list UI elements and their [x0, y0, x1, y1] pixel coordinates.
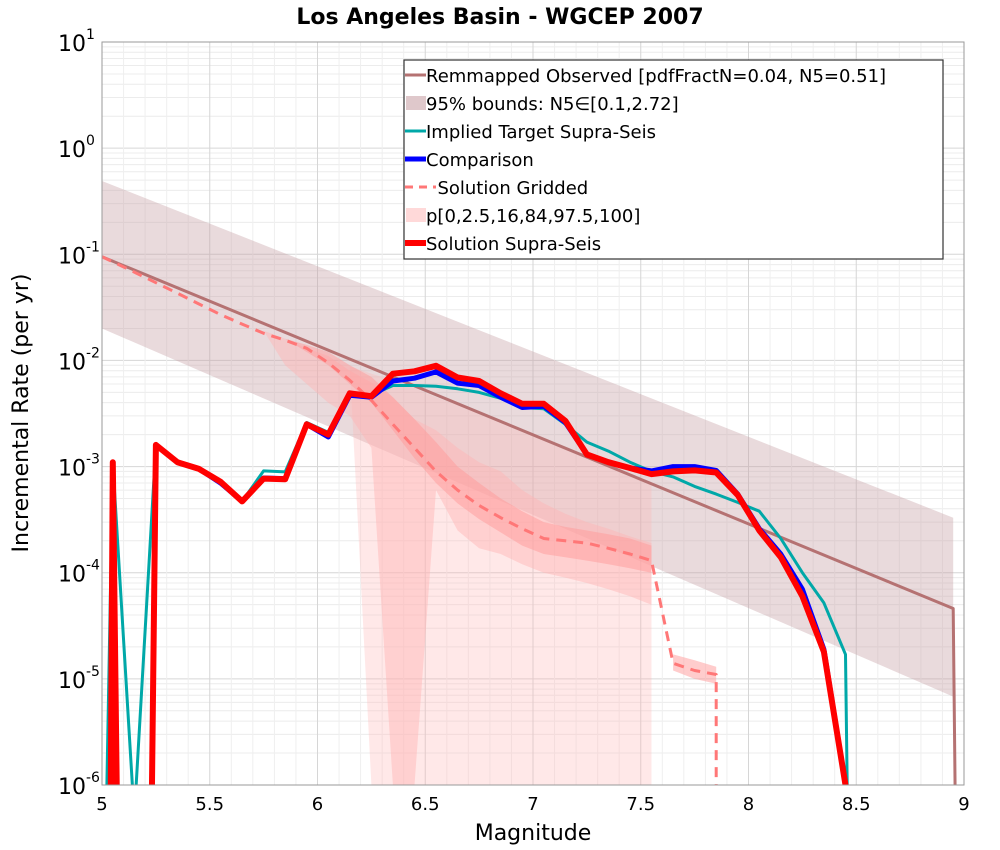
series-line-4 — [107, 362, 849, 785]
y-axis-ticks: 10-6 10-5 10-4 10-3 10-2 10-1 100 101 — [58, 27, 100, 800]
legend-box — [403, 59, 944, 260]
data-series — [102, 255, 957, 785]
x-tick-label: 5.5 — [195, 794, 224, 815]
y-tick-label: 10-3 — [58, 452, 100, 482]
x-tick-label: 7.5 — [626, 794, 655, 815]
x-tick-label: 8 — [743, 794, 754, 815]
y-tick-label: 10-5 — [58, 664, 100, 694]
legend-label: 95% bounds: N5∈[0.1,2.72] — [426, 94, 679, 115]
chart-title: Los Angeles Basin - WGCEP 2007 — [296, 5, 703, 30]
x-tick-label: 5 — [96, 794, 107, 815]
y-tick-label: 10-2 — [58, 345, 100, 375]
y-tick-label: 10-4 — [58, 558, 100, 588]
legend-swatch — [406, 208, 426, 222]
legend-label: Comparison — [426, 150, 534, 171]
band-1 — [102, 254, 652, 785]
legend-label: Solution Gridded — [426, 178, 588, 199]
x-axis-label: Magnitude — [475, 821, 592, 846]
legend-label: p[0,2.5,16,84,97.5,100] — [426, 206, 640, 227]
x-axis-ticks: 5 5.5 6 6.5 7 7.5 8 8.5 9 — [96, 794, 969, 815]
y-axis-label: Incremental Rate (per yr) — [9, 274, 34, 553]
y-tick-label: 100 — [58, 133, 95, 163]
series-line-0 — [102, 255, 957, 785]
plot-border — [101, 41, 965, 786]
y-tick-label: 10-6 — [58, 770, 100, 800]
y-tick-label: 101 — [58, 27, 95, 57]
x-tick-label: 7 — [527, 794, 538, 815]
x-tick-label: 6 — [312, 794, 323, 815]
legend-label: Implied Target Supra-Seis — [426, 122, 656, 143]
y-tick-label: 10-1 — [58, 239, 100, 269]
plot-frame — [101, 41, 965, 786]
band-2 — [102, 254, 652, 785]
legend-label: Remmapped Observed [pdfFractN=0.04, N5=0… — [426, 66, 886, 87]
x-tick-label: 9 — [958, 794, 969, 815]
band-0 — [102, 181, 954, 697]
series-line-3 — [102, 255, 718, 785]
x-tick-label: 8.5 — [842, 794, 871, 815]
legend: Remmapped Observed [pdfFractN=0.04, N5=0… — [403, 59, 944, 260]
legend-swatch — [406, 96, 426, 110]
legend-label: Solution Supra-Seis — [426, 234, 601, 255]
x-tick-label: 6.5 — [411, 794, 440, 815]
